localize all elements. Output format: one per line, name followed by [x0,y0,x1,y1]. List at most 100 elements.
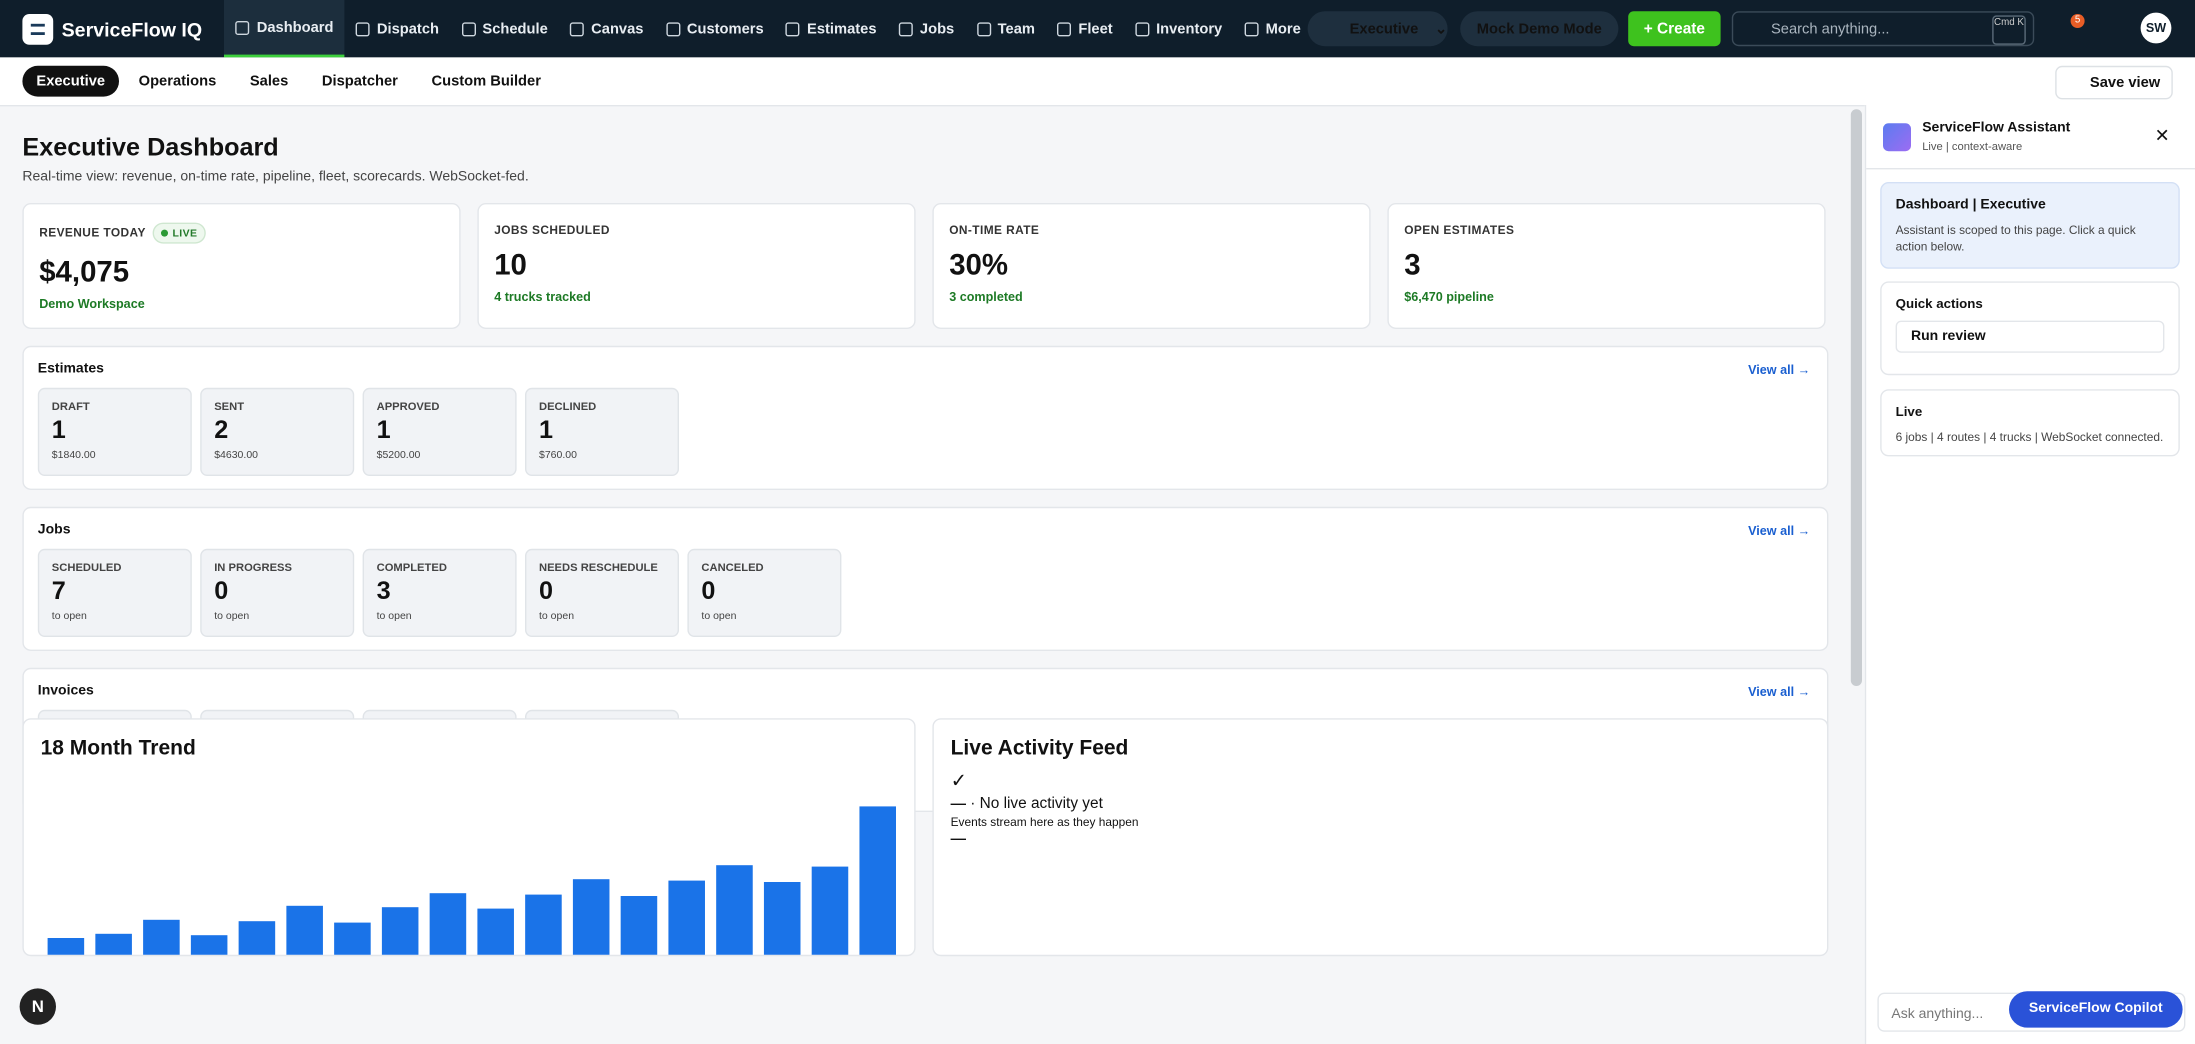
nav-item[interactable]: Canvas [559,0,655,57]
feed-panel: Live Activity Feed ✓ · No live activity … [932,718,1829,957]
stat-sub: to open [701,609,737,622]
view-all[interactable]: View all → [1748,523,1811,538]
stat-card[interactable]: DECLINED 1 $760.00 [525,387,679,476]
stat-label: SENT [214,400,245,413]
trend-title: 18 Month Trend [40,736,196,761]
nav-label: Customers [686,20,764,38]
stat-card[interactable]: SENT 2 $4630.00 [200,387,355,476]
nav-items: Dashboard Dispatch Schedule Canvas Customers… [224,0,1312,58]
divider [1866,168,2195,170]
stat-value: 3 [376,576,391,605]
stat-value: 0 [214,576,229,605]
stat-label: COMPLETED [376,561,447,574]
tab[interactable]: Operations [138,72,217,90]
nav-item[interactable]: More [1233,0,1312,57]
notification-badge[interactable]: 5 [2070,14,2085,28]
search-placeholder: Search anything... [1771,20,1890,38]
nav-item[interactable]: Schedule [450,0,559,57]
trend-bar [620,896,658,955]
nav-label: Schedule [482,20,548,38]
stat-value: 2 [214,415,229,444]
nav-icon [355,21,370,36]
brand[interactable]: ServiceFlow IQ [61,17,203,40]
avatar[interactable]: SW [2140,12,2172,44]
trend-panel: 18 Month Trend [22,718,916,957]
stat-card[interactable]: COMPLETED 3 to open [362,548,517,637]
stat-value: 1 [51,415,66,444]
nav-item[interactable]: Inventory [1124,0,1234,57]
scrollbar[interactable] [1850,109,1862,686]
dash [950,838,966,840]
feed-empty-row: · No live activity yet [950,795,1811,812]
create-button[interactable]: + Create [1628,11,1721,47]
dev-badge[interactable]: N [19,988,57,1025]
nav-label: Jobs [919,20,955,38]
dash [950,803,966,805]
trend-bar [286,905,323,955]
stat-card[interactable]: DRAFT 1 $1840.00 [37,387,192,476]
search[interactable]: Search anything... Cmd K [1731,11,2035,47]
trend-bar [859,806,896,955]
logo [22,13,54,45]
role-select[interactable]: Executive ⌄ [1307,11,1448,47]
nav-item[interactable]: Dashboard [224,0,345,58]
nav-label: Inventory [1156,20,1223,38]
nav-item[interactable]: Fleet [1046,0,1124,57]
nav-item[interactable]: Team [965,0,1046,57]
nav-icon [1057,21,1072,36]
tab[interactable]: Sales [249,72,289,90]
nav-item[interactable]: Customers [655,0,775,57]
tab[interactable]: Executive [22,65,120,97]
view-all[interactable]: View all → [1748,684,1811,699]
assistant-panel: ServiceFlow Assistant Live | context-awa… [1864,105,2195,1044]
stat-card[interactable]: NEEDS RESCHEDULE 0 to open [525,548,679,637]
tab[interactable]: Dispatcher [321,72,398,90]
trend-bar [47,938,85,955]
scope-box: Dashboard | Executive Assistant is scope… [1880,182,2180,269]
copilot-button[interactable]: ServiceFlow Copilot [2009,991,2183,1028]
nav-icon [235,20,250,35]
kpi-value: 30% [949,249,1009,282]
role: Executive [1349,20,1419,38]
stat-card[interactable]: IN PROGRESS 0 to open [200,548,355,637]
stat-value: 1 [539,415,554,444]
nav-label: Dispatch [376,20,439,38]
nav-item[interactable]: Jobs [888,0,966,57]
trend-chart [47,806,896,955]
nav-item[interactable]: Estimates [775,0,888,57]
trend-bar [763,882,801,955]
check-icon: ✓ [950,768,968,791]
nav-icon [786,21,801,36]
stat-card[interactable]: CANCELED 0 to open [687,548,842,637]
top-nav: ServiceFlow IQ Dashboard Dispatch Schedule… [0,0,2195,58]
kpi-label-row: OPEN ESTIMATES [1404,223,1809,237]
stat-label: NEEDS RESCHEDULE [539,561,658,574]
nav-label: Dashboard [256,18,334,36]
save-view[interactable]: Save view [2054,65,2173,100]
stat-label: APPROVED [376,400,440,413]
kpi-note: 3 completed [949,289,1023,304]
bottom-row: 18 Month Trend Live Activity Feed ✓ · No… [22,718,1829,957]
trend-bar [572,879,610,955]
nav-icon [461,21,476,36]
kpi-label: JOBS SCHEDULED [494,222,610,237]
tabs: Executive Operations Sales Dispatcher Custom… [0,57,2195,107]
nav-item[interactable]: Dispatch [345,0,450,57]
nav-label: More [1265,20,1301,38]
stat-label: DRAFT [51,400,90,413]
view-all[interactable]: View all → [1748,362,1811,377]
mode-toggle[interactable]: Mock Demo Mode [1460,11,1619,47]
shortcut: Cmd K [1992,15,2026,45]
section: Jobs View all → SCHEDULED 7 to open IN PROGRE… [22,506,1829,651]
stat-card[interactable]: APPROVED 1 $5200.00 [362,387,517,476]
tab[interactable]: Custom Builder [431,72,541,90]
mode: Mock Demo Mode [1476,20,1602,38]
stat-label: DECLINED [539,400,597,413]
stat-card[interactable]: SCHEDULED 7 to open [37,548,192,637]
quick-action[interactable]: Run review [1895,320,2165,353]
close[interactable]: ✕ [2154,124,2170,146]
kpi-note: 4 trucks tracked [494,289,591,304]
nav-icon [898,21,913,36]
